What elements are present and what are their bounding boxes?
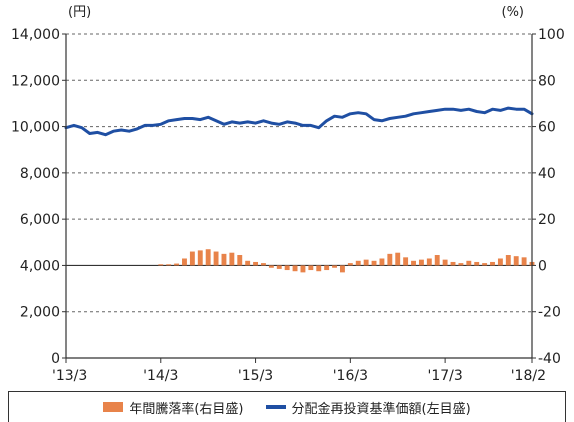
- legend-label-bar: 年間騰落率(右目盛): [129, 401, 244, 417]
- bar: [268, 265, 274, 268]
- x-tick-label: '15/3: [238, 368, 273, 384]
- bar: [324, 265, 330, 271]
- bar: [308, 265, 314, 271]
- bar: [466, 260, 472, 266]
- nav-line: [64, 106, 534, 137]
- left-tick-label: 6,000: [20, 212, 60, 228]
- bar: [442, 259, 448, 266]
- bar: [316, 265, 322, 272]
- x-tick-label: '18/2: [511, 368, 546, 384]
- right-tick-label: 80: [538, 73, 556, 89]
- legend-label-line: 分配金再投資基準価額(左目盛): [291, 401, 471, 417]
- bar: [261, 263, 266, 266]
- bar: [450, 261, 456, 266]
- bar: [245, 260, 251, 266]
- right-tick-label: 60: [538, 120, 556, 136]
- left-tick-label: 4,000: [20, 258, 60, 274]
- bar: [292, 265, 298, 272]
- axes: 0 2,000 4,000 6,000 8,000 10,000 12,000 14,000 -…: [11, 27, 565, 384]
- bar: [513, 256, 519, 266]
- grid-lines: [66, 33, 532, 313]
- right-tick-label: 20: [538, 212, 556, 228]
- bar: [276, 265, 282, 269]
- bar: [497, 258, 503, 266]
- bar: [221, 253, 227, 266]
- bar-series: [158, 249, 535, 273]
- bar: [174, 263, 180, 266]
- bar: [395, 252, 401, 266]
- right-unit-label: (%): [502, 5, 525, 20]
- bar: [332, 265, 337, 268]
- bar: [426, 258, 432, 266]
- x-tick-label: '17/3: [427, 368, 462, 384]
- bar: [411, 260, 416, 266]
- bar: [189, 251, 195, 266]
- left-tick-label: 8,000: [20, 166, 60, 182]
- bar: [505, 255, 511, 266]
- bar: [284, 265, 290, 271]
- bar: [197, 250, 203, 266]
- bar: [158, 264, 164, 266]
- x-tick-label: '13/3: [52, 368, 87, 384]
- legend-swatch-line: [265, 405, 286, 409]
- left-unit-label: (円): [68, 5, 91, 20]
- chart: 0 2,000 4,000 6,000 8,000 10,000 12,000 14,000 -…: [11, 5, 565, 384]
- bar: [379, 258, 385, 266]
- bar: [229, 252, 235, 266]
- left-tick-label: 2,000: [20, 305, 60, 321]
- bar: [403, 257, 409, 266]
- right-tick-label: 100: [538, 27, 565, 43]
- bar: [205, 249, 211, 266]
- bar: [418, 259, 424, 266]
- legend-swatch-bar: [103, 402, 124, 412]
- bar: [458, 263, 464, 266]
- bar: [213, 251, 219, 266]
- bar: [347, 263, 353, 266]
- bar: [434, 255, 440, 266]
- legend-item-bar: 年間騰落率(右目盛): [103, 398, 244, 417]
- left-tick-label: 14,000: [11, 27, 60, 43]
- bar: [237, 255, 243, 266]
- x-tick-label: '16/3: [333, 368, 368, 384]
- legend-item-line: 分配金再投資基準価額(左目盛): [265, 398, 471, 417]
- right-tick-label: 0: [538, 258, 547, 274]
- bar: [253, 261, 259, 266]
- bar: [490, 261, 495, 266]
- bar: [182, 258, 187, 266]
- bar: [363, 259, 369, 266]
- right-tick-label: -20: [538, 305, 561, 321]
- bar: [474, 261, 480, 266]
- legend: 年間騰落率(右目盛) 分配金再投資基準価額(左目盛): [8, 391, 566, 422]
- bar: [355, 260, 361, 266]
- bar: [371, 260, 377, 266]
- line-series: [64, 106, 534, 137]
- bar: [339, 265, 345, 273]
- right-tick-label: 40: [538, 166, 556, 182]
- left-tick-label: 12,000: [11, 73, 60, 89]
- x-tick-label: '14/3: [143, 368, 178, 384]
- right-tick-label: -40: [538, 351, 561, 367]
- bar: [482, 263, 488, 266]
- bar: [166, 264, 172, 266]
- bar: [387, 253, 393, 266]
- bar: [300, 265, 306, 273]
- left-tick-label: 10,000: [11, 120, 60, 136]
- bar: [521, 257, 527, 266]
- left-tick-label: 0: [51, 351, 60, 367]
